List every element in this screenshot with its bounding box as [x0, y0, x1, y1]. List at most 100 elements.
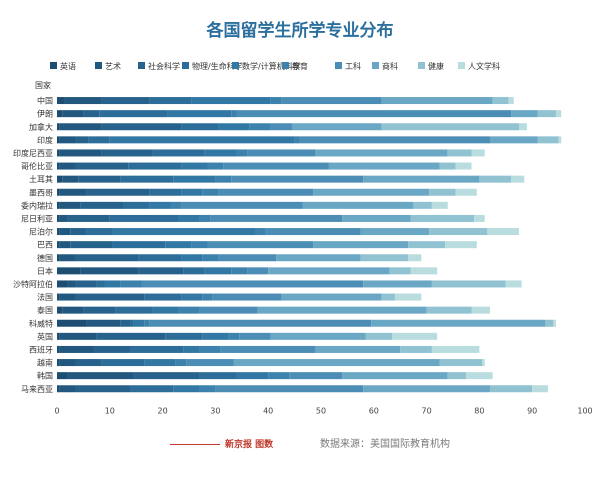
category-label: 越南	[37, 358, 53, 368]
bar-segment	[59, 162, 76, 170]
bar-segment	[239, 332, 271, 340]
legend-label: 工科	[345, 62, 361, 71]
bar-segment	[204, 267, 232, 275]
bar-segment	[553, 319, 556, 327]
bar-segment	[67, 214, 110, 222]
legend-item: 人文学科	[458, 60, 500, 74]
bar-segment	[57, 280, 68, 288]
bar-segment	[70, 228, 87, 236]
bar-segment	[80, 201, 123, 209]
bar-segment	[181, 188, 203, 196]
brand-logo: 新京报 图数	[225, 440, 274, 450]
bar-segment	[59, 136, 76, 144]
x-tick-label: 0	[54, 406, 59, 415]
bar-segment	[57, 110, 63, 118]
bar-segment	[96, 332, 166, 340]
bar-segment	[431, 201, 448, 209]
bar-segment	[223, 162, 329, 170]
x-tick-label: 70	[422, 406, 432, 415]
x-tick-label: 10	[105, 406, 115, 415]
bar-segment	[410, 214, 475, 222]
bar-segment	[532, 385, 549, 393]
bar-segment	[130, 345, 184, 353]
bar-segment	[59, 241, 71, 249]
bar-segment	[511, 175, 525, 183]
bar-segment	[249, 123, 271, 131]
bar-segment	[270, 97, 282, 105]
bar-segment	[199, 214, 211, 222]
bar-segment	[57, 123, 60, 131]
chart-title: 各国留学生所学专业分布	[206, 21, 394, 41]
legend-swatch	[458, 62, 465, 69]
legend-item: 物理/生命科学	[182, 60, 243, 74]
category-label: 法国	[37, 292, 53, 302]
bar-segment	[152, 149, 205, 157]
bar-segment	[482, 359, 485, 367]
bar-segment	[167, 110, 232, 118]
legend-item: 英语	[50, 60, 76, 74]
bar-segment	[133, 372, 200, 380]
bar-segment	[466, 372, 493, 380]
bar-segment	[392, 332, 438, 340]
bar-segment	[315, 345, 401, 353]
bar-segment	[57, 136, 60, 144]
bar-segment	[199, 372, 237, 380]
bar-segment	[212, 293, 282, 301]
bar-segment	[112, 228, 255, 236]
bar-segment	[181, 293, 203, 301]
bar-segment	[96, 280, 105, 288]
bar-segment	[128, 162, 182, 170]
bar-segment	[149, 97, 192, 105]
bar-segment	[511, 110, 538, 118]
bar-segment	[410, 267, 438, 275]
category-label: 哥伦比亚	[21, 161, 53, 171]
bar-segment	[64, 97, 102, 105]
category-label: 土耳其	[29, 174, 53, 184]
bar-segment	[86, 228, 113, 236]
bar-segment	[181, 162, 208, 170]
bar-segment	[199, 306, 258, 314]
bar-segment	[268, 267, 390, 275]
bar-segment	[186, 359, 234, 367]
bar-segment	[59, 201, 81, 209]
legend-swatch	[50, 62, 57, 69]
bar-segment	[236, 149, 248, 157]
bar-segment	[57, 162, 60, 170]
bar-segment	[294, 136, 300, 144]
legend-item: 艺术	[95, 60, 121, 74]
bar-segment	[439, 359, 483, 367]
bar-segment	[181, 201, 303, 209]
bar-segment	[389, 267, 411, 275]
bar-segment	[57, 345, 60, 353]
bar-segment	[413, 201, 432, 209]
bar-segment	[231, 110, 237, 118]
bar-segment	[508, 97, 514, 105]
bar-segment	[57, 228, 60, 236]
bar-segment	[59, 359, 76, 367]
category-axis-label: 国家	[35, 80, 51, 90]
bar-segment	[555, 110, 562, 118]
legend-label: 社会科学	[148, 62, 180, 71]
bar-segment	[57, 267, 81, 275]
bar-segment	[83, 110, 100, 118]
bar-segment	[199, 385, 216, 393]
bar-segment	[233, 359, 440, 367]
bar-segment	[313, 188, 430, 196]
bar-segment	[365, 332, 393, 340]
category-label: 尼泊尔	[29, 227, 53, 237]
bar-segment	[59, 188, 87, 196]
bar-segment	[381, 123, 519, 131]
category-label: 泰国	[37, 305, 53, 315]
bar-segment	[57, 188, 60, 196]
bar-segment	[109, 136, 295, 144]
legend-swatch	[232, 62, 239, 69]
category-label: 伊朗	[37, 109, 53, 119]
bar-segment	[138, 267, 184, 275]
bar-segment	[86, 188, 150, 196]
bar-segment	[93, 345, 131, 353]
bar-segment	[236, 110, 512, 118]
legend-swatch	[418, 62, 425, 69]
bar-segment	[75, 254, 139, 262]
legend-label: 商科	[382, 62, 398, 71]
bar-segment	[191, 241, 208, 249]
